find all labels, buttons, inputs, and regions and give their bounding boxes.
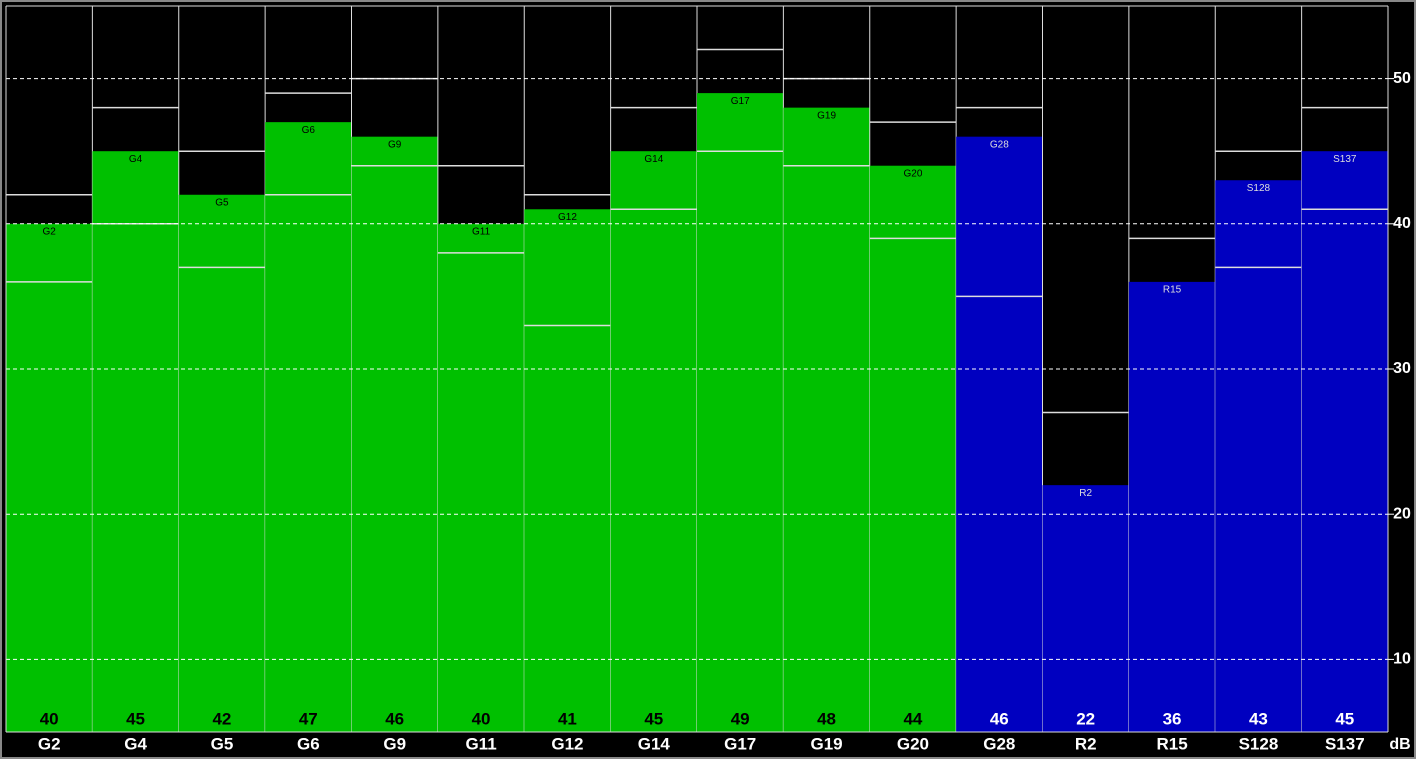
- y-tick-label: 20: [1393, 505, 1411, 522]
- bar: [1215, 180, 1302, 733]
- bar-tag: R2: [1079, 488, 1092, 499]
- x-tick-label: G14: [638, 734, 671, 753]
- bar-value: 46: [990, 709, 1009, 728]
- bar-value: 22: [1076, 709, 1095, 728]
- x-tick-label: G4: [124, 734, 147, 753]
- x-tick-label: R15: [1156, 734, 1187, 753]
- bar-tag: S128: [1247, 183, 1271, 194]
- bar-value: 43: [1249, 709, 1268, 728]
- y-tick-label: 40: [1393, 215, 1411, 232]
- x-tick-label: R2: [1075, 734, 1097, 753]
- bar-value: 40: [472, 709, 491, 728]
- x-tick-label: S128: [1239, 734, 1279, 753]
- bar-value: 46: [385, 709, 404, 728]
- bar: [1301, 151, 1388, 732]
- bar: [92, 151, 179, 732]
- bar: [1128, 281, 1216, 732]
- x-tick-label: G2: [38, 734, 61, 753]
- bar-value: 41: [558, 709, 577, 728]
- bar-value: 42: [212, 709, 231, 728]
- bar-value: 44: [903, 709, 922, 728]
- x-tick-label: G11: [465, 734, 496, 753]
- bar-tag: G2: [43, 226, 57, 237]
- bar-tag: G20: [903, 168, 922, 179]
- x-tick-label: G28: [983, 734, 1015, 753]
- bar: [869, 165, 957, 733]
- bar-value: 45: [1335, 709, 1354, 728]
- x-tick-label: G6: [297, 734, 320, 753]
- bar-value: 45: [644, 709, 663, 728]
- y-tick-label: 50: [1393, 70, 1411, 87]
- unit-label: dB: [1389, 736, 1410, 753]
- bar-tag: G4: [129, 154, 143, 165]
- x-tick-label: G17: [724, 734, 756, 753]
- bar-tag: G12: [558, 212, 577, 223]
- bar-tag: G5: [215, 197, 229, 208]
- bar-tag: S137: [1333, 154, 1357, 165]
- x-tick-label: G9: [383, 734, 406, 753]
- bar-value: 48: [817, 709, 836, 728]
- bar: [783, 107, 870, 732]
- x-tick-label: G12: [551, 734, 583, 753]
- y-tick-label: 30: [1393, 360, 1411, 377]
- bar: [1042, 485, 1129, 732]
- x-tick-label: G20: [897, 734, 929, 753]
- bar-tag: G11: [472, 226, 491, 237]
- bar-value: 36: [1163, 709, 1182, 728]
- bar: [697, 93, 784, 733]
- bar-tag: G17: [731, 96, 750, 107]
- bar: [178, 194, 266, 732]
- y-tick-label: 10: [1393, 651, 1411, 668]
- bar-tag: G9: [388, 139, 402, 150]
- bar: [524, 209, 611, 732]
- x-tick-label: S137: [1325, 734, 1365, 753]
- bar-tag: G14: [644, 154, 663, 165]
- bar-tag: G28: [990, 139, 1009, 150]
- bar-tag: R15: [1163, 285, 1182, 296]
- bar: [437, 223, 525, 733]
- bar-value: 40: [40, 709, 59, 728]
- bar-tag: G19: [817, 110, 836, 121]
- bar: [351, 136, 438, 732]
- bar-value: 47: [299, 709, 318, 728]
- x-tick-label: G19: [810, 734, 842, 753]
- bar: [610, 151, 697, 732]
- bar: [6, 223, 93, 733]
- bar-value: 49: [731, 709, 750, 728]
- bar-tag: G6: [302, 125, 316, 136]
- bar: [956, 136, 1043, 732]
- bar-value: 45: [126, 709, 145, 728]
- bar: [265, 122, 352, 732]
- x-tick-label: G5: [211, 734, 234, 753]
